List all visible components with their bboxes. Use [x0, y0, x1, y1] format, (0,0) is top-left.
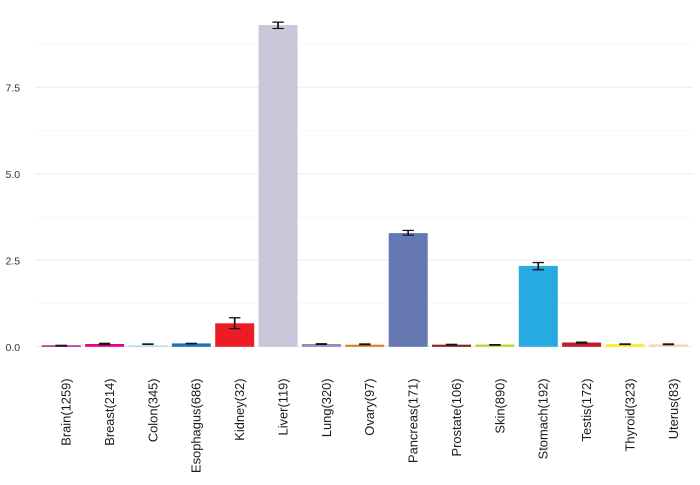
svg-text:Kidney(32): Kidney(32) — [232, 378, 247, 440]
svg-text:Skin(890): Skin(890) — [492, 378, 507, 433]
svg-text:Esophagus(686): Esophagus(686) — [189, 378, 204, 473]
svg-text:0.0: 0.0 — [5, 342, 20, 354]
svg-text:Ovary(97): Ovary(97) — [362, 378, 377, 435]
svg-text:Testis(172): Testis(172) — [579, 378, 594, 441]
svg-text:7.5: 7.5 — [5, 83, 20, 95]
svg-text:Pancreas(171): Pancreas(171) — [406, 378, 421, 463]
svg-text:Prostate(106): Prostate(106) — [449, 378, 464, 456]
svg-text:Brain(1259): Brain(1259) — [59, 378, 74, 445]
svg-text:Stomach(192): Stomach(192) — [536, 378, 551, 459]
svg-text:5.0: 5.0 — [5, 169, 20, 181]
svg-text:Lung(320): Lung(320) — [319, 378, 334, 437]
svg-text:2.5: 2.5 — [5, 255, 20, 267]
svg-text:Liver(119): Liver(119) — [275, 378, 290, 435]
svg-text:Colon(345): Colon(345) — [145, 378, 160, 442]
svg-text:Thyroid(323): Thyroid(323) — [622, 378, 637, 451]
svg-text:Uterus(83): Uterus(83) — [666, 378, 681, 439]
svg-text:Breast(214): Breast(214) — [102, 378, 117, 445]
